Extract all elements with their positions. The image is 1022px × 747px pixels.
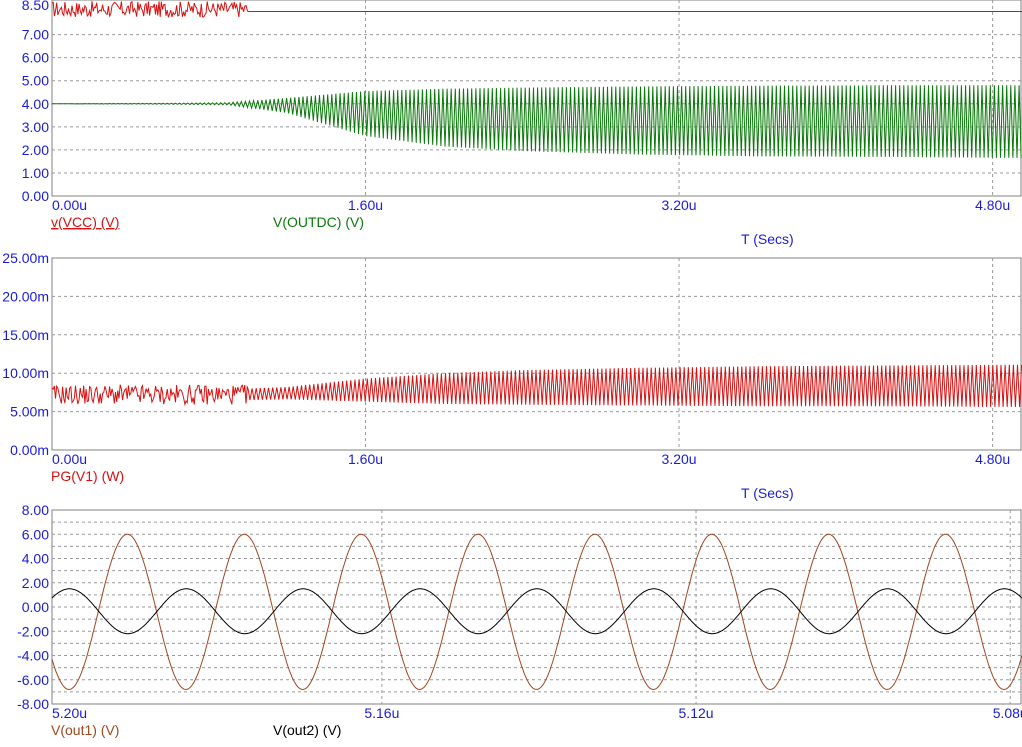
y-tick-label: 4.00 bbox=[22, 96, 49, 112]
y-tick-label: -2.00 bbox=[17, 623, 49, 639]
grid bbox=[51, 257, 1022, 451]
x-tick-label: 3.20u bbox=[662, 197, 697, 213]
chart-vcc-outdc: 0.00 1.00 2.00 3.00 4.00 5.00 6.00 7.00 8.50 0.0… bbox=[22, 0, 1022, 247]
y-tick-label: 15.00m bbox=[2, 327, 49, 343]
y-tick-labels: 0.00 1.00 2.00 3.00 4.00 5.00 6.00 7.00 8.50 bbox=[22, 0, 49, 204]
grid bbox=[51, 509, 1022, 705]
y-tick-label: 2.00 bbox=[22, 142, 49, 158]
x-tick-label: 5.20u bbox=[52, 705, 87, 721]
y-tick-labels: -8.00 -6.00 -4.00 -2.00 0.00 2.00 4.00 6.00 8.00 bbox=[17, 502, 49, 712]
x-tick-label: 5.12u bbox=[679, 705, 714, 721]
x-tick-label: 3.20u bbox=[662, 451, 697, 467]
series-out1 bbox=[51, 533, 1022, 691]
x-tick-label: 4.80u bbox=[975, 451, 1010, 467]
x-tick-label: 0.00u bbox=[52, 197, 87, 213]
legend-out1[interactable]: V(out1) (V) bbox=[51, 722, 119, 738]
y-tick-label: -6.00 bbox=[17, 672, 49, 688]
y-tick-label: -8.00 bbox=[17, 696, 49, 712]
y-tick-label: 0.00m bbox=[10, 442, 49, 458]
plot-frame bbox=[51, 257, 1022, 451]
y-tick-label: 20.00m bbox=[2, 288, 49, 304]
series-out2 bbox=[51, 588, 1022, 635]
y-tick-label: 25.00m bbox=[2, 250, 49, 266]
x-axis-label: T (Secs) bbox=[741, 231, 794, 247]
series-group bbox=[51, 533, 1022, 691]
plot-frame bbox=[51, 0, 1022, 197]
x-tick-labels: 0.00u 1.60u 3.20u 4.80u bbox=[52, 197, 1010, 213]
legend-vcc[interactable]: v(VCC) (V) bbox=[51, 214, 119, 230]
x-tick-label: 0.00u bbox=[52, 451, 87, 467]
y-tick-label: 0.00 bbox=[22, 188, 49, 204]
y-tick-label: 2.00 bbox=[22, 575, 49, 591]
x-tick-label: 1.60u bbox=[348, 451, 383, 467]
chart-out1-out2: -8.00 -6.00 -4.00 -2.00 0.00 2.00 4.00 6.00 8.00… bbox=[17, 502, 1022, 738]
x-tick-label: 5.16u bbox=[364, 705, 399, 721]
y-tick-label: 8.50 bbox=[22, 0, 49, 13]
grid bbox=[51, 0, 1022, 197]
y-tick-label: 4.00 bbox=[22, 551, 49, 567]
series-outdc bbox=[51, 85, 1022, 158]
legend-pgv1[interactable]: PG(V1) (W) bbox=[51, 468, 124, 484]
y-tick-label: 10.00m bbox=[2, 365, 49, 381]
legend-outdc[interactable]: V(OUTDC) (V) bbox=[273, 214, 364, 230]
y-tick-label: 6.00 bbox=[22, 526, 49, 542]
y-tick-label: 8.00 bbox=[22, 502, 49, 518]
y-tick-labels: 0.00m 5.00m 10.00m 15.00m 20.00m 25.00m bbox=[2, 250, 49, 458]
y-tick-label: -4.00 bbox=[17, 648, 49, 664]
y-tick-label: 7.00 bbox=[22, 27, 49, 43]
y-tick-label: 1.00 bbox=[22, 165, 49, 181]
legend-out2[interactable]: V(out2) (V) bbox=[273, 722, 341, 738]
y-tick-label: 3.00 bbox=[22, 119, 49, 135]
series-pgv1 bbox=[51, 364, 1022, 408]
x-tick-labels: 5.20u 5.16u 5.12u 5.08u bbox=[52, 705, 1022, 721]
series-group bbox=[51, 364, 1022, 408]
y-tick-label: 5.00 bbox=[22, 73, 49, 89]
y-tick-label: 0.00 bbox=[22, 599, 49, 615]
series-vcc bbox=[51, 0, 1022, 18]
x-tick-labels: 0.00u 1.60u 3.20u 4.80u bbox=[52, 451, 1010, 467]
series-group bbox=[51, 0, 1022, 158]
x-tick-label: 4.80u bbox=[975, 197, 1010, 213]
y-tick-label: 6.00 bbox=[22, 50, 49, 66]
x-axis-label: T (Secs) bbox=[741, 485, 794, 501]
x-tick-label: 5.08u bbox=[993, 705, 1022, 721]
y-tick-label: 5.00m bbox=[10, 404, 49, 420]
chart-pgv1: 0.00m 5.00m 10.00m 15.00m 20.00m 25.00m 0.00u… bbox=[2, 250, 1022, 501]
x-tick-label: 1.60u bbox=[348, 197, 383, 213]
